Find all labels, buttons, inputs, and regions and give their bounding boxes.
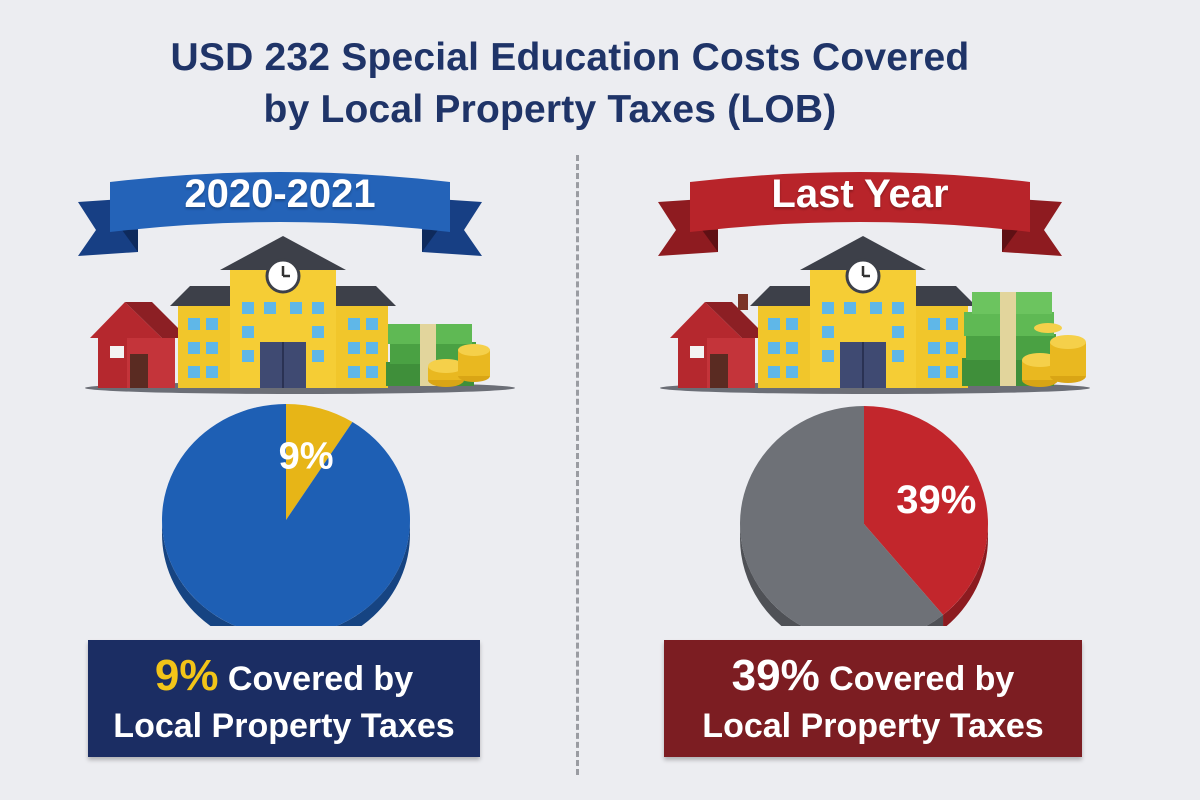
caption-box: 39% Covered by Local Property Taxes	[664, 640, 1082, 757]
school-building-icon	[750, 236, 976, 388]
caption-line-2: Local Property Taxes	[113, 707, 455, 745]
caption-line-2: Local Property Taxes	[702, 707, 1044, 745]
pie-slice-label: 39%	[896, 478, 976, 522]
panel-2020-2021: 2020-2021	[70, 160, 570, 770]
caption-percent: 9%	[154, 651, 219, 700]
school-building-icon	[170, 236, 396, 388]
year-ribbon	[78, 172, 482, 256]
clock-icon	[265, 258, 301, 294]
pie-slice-label: 9%	[279, 436, 334, 478]
caption-box: 9% Covered by Local Property Taxes	[88, 640, 480, 757]
pie-chart-last-year: 39%	[740, 406, 988, 626]
panel-last-year: Last Year	[650, 160, 1150, 770]
pie-chart-2020-2021: 9%	[162, 404, 410, 626]
title-line-2: by Local Property Taxes (LOB)	[263, 88, 837, 131]
pie-side	[740, 524, 988, 626]
ribbon-label: 2020-2021	[184, 172, 376, 216]
caption-line-1: Covered by	[819, 660, 1015, 698]
title-line-1: USD 232 Special Education Costs Covered	[170, 36, 970, 79]
coin-stack-icon	[428, 344, 490, 387]
pie-slice-remainder	[162, 404, 410, 626]
clock-icon	[845, 258, 881, 294]
coin-stack-icon	[1022, 323, 1086, 387]
pie-slice-remainder	[740, 406, 944, 626]
caption-percent: 39%	[731, 651, 820, 700]
pie-slice-9	[286, 404, 353, 520]
chart-title: USD 232 Special Education Costs Covered …	[0, 32, 1140, 136]
panel-divider	[576, 155, 579, 775]
caption-line-1: Covered by	[218, 660, 414, 698]
school-scene	[85, 236, 515, 394]
school-scene	[660, 236, 1090, 394]
year-ribbon	[658, 172, 1062, 256]
pie-slice-39	[864, 406, 988, 615]
ribbon-label: Last Year	[771, 172, 949, 216]
house-icon	[670, 294, 768, 388]
house-icon	[90, 302, 188, 388]
